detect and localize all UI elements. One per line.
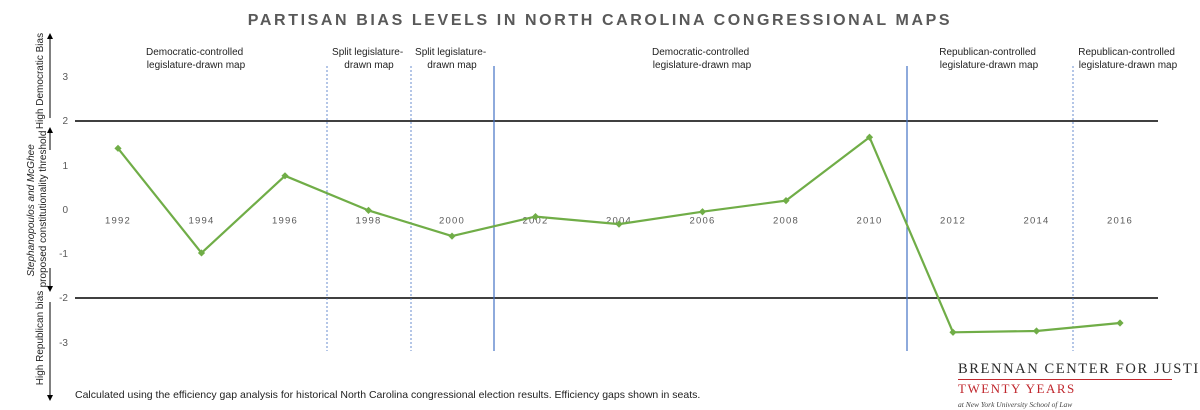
- x-tick-label: 2010: [857, 216, 883, 227]
- y-tick-label: 3: [62, 72, 68, 83]
- threshold-label: Stephanopoulos and McGhee proposed const…: [26, 131, 49, 288]
- y-axis-ticks: 3 2 1 0 -1 -2 -3: [59, 72, 68, 349]
- data-point-2010[interactable]: [865, 133, 874, 141]
- data-point-2008[interactable]: [782, 197, 790, 205]
- high-democratic-bias-label: High Democratic Bias: [35, 33, 46, 129]
- x-tick-label: 1992: [105, 216, 131, 227]
- y-tick-label: 2: [62, 116, 68, 127]
- series-line: [117, 136, 1121, 334]
- data-point-2006[interactable]: [698, 208, 707, 216]
- high-republican-bias-label: High Republican bias: [35, 291, 46, 386]
- period-label: Democratic-controlled legislature-drawn …: [652, 47, 752, 71]
- x-tick-label: 1998: [356, 216, 382, 227]
- y-tick-label: -3: [59, 338, 68, 349]
- y-tick-label: -1: [59, 249, 68, 260]
- x-tick-label: 2004: [606, 216, 632, 227]
- data-point-1992[interactable]: [114, 144, 122, 152]
- logo-rule: [958, 379, 1172, 380]
- period-label: Republican-controlled legislature-drawn …: [939, 47, 1039, 71]
- logo-subtitle: TWENTY YEARS: [958, 381, 1076, 396]
- data-point-2016[interactable]: [1116, 319, 1124, 327]
- x-tick-label: 1994: [189, 216, 215, 227]
- series: [114, 133, 1124, 336]
- brennan-center-logo: BRENNAN CENTER FOR JUSTICE TWENTY YEARS …: [958, 361, 1200, 409]
- data-point-1998[interactable]: [364, 206, 373, 214]
- chart-title: PARTISAN BIAS LEVELS IN NORTH CAROLINA C…: [248, 12, 952, 29]
- data-point-2004[interactable]: [615, 220, 623, 228]
- x-tick-label: 1996: [272, 216, 298, 227]
- x-axis-ticks: 1992 1994 1996 1998 2000 2002 2004 2006 2008 2010…: [105, 216, 1133, 227]
- x-tick-label: 2002: [523, 216, 549, 227]
- data-point-2012[interactable]: [949, 328, 957, 336]
- period-label: Republican-controlled legislature-drawn …: [1078, 47, 1178, 71]
- data-point-2002[interactable]: [531, 212, 540, 221]
- x-tick-label: 2014: [1024, 216, 1050, 227]
- y-tick-label: 1: [62, 161, 68, 172]
- period-labels: Democratic-controlled legislature-drawn …: [146, 47, 1178, 71]
- period-label: Split legislature- drawn map: [415, 47, 489, 71]
- x-tick-label: 2000: [439, 216, 465, 227]
- x-tick-label: 2016: [1107, 216, 1133, 227]
- x-tick-label: 2008: [773, 216, 799, 227]
- logo-title: BRENNAN CENTER FOR JUSTICE: [958, 361, 1200, 377]
- footnote: Calculated using the efficiency gap anal…: [75, 389, 701, 401]
- period-label: Split legislature- drawn map: [332, 47, 406, 71]
- data-point-1994[interactable]: [197, 249, 206, 257]
- side-annotations: High Democratic Bias Stephanopoulos and …: [26, 33, 53, 401]
- y-tick-label: 0: [62, 205, 68, 216]
- data-point-2014[interactable]: [1032, 327, 1041, 335]
- data-point-2000[interactable]: [448, 232, 456, 240]
- period-label: Democratic-controlled legislature-drawn …: [146, 47, 246, 71]
- data-point-1996[interactable]: [281, 172, 289, 180]
- x-tick-label: 2012: [940, 216, 966, 227]
- logo-tagline: at New York University School of Law: [958, 400, 1073, 409]
- x-tick-label: 2006: [690, 216, 716, 227]
- y-tick-label: -2: [59, 293, 68, 304]
